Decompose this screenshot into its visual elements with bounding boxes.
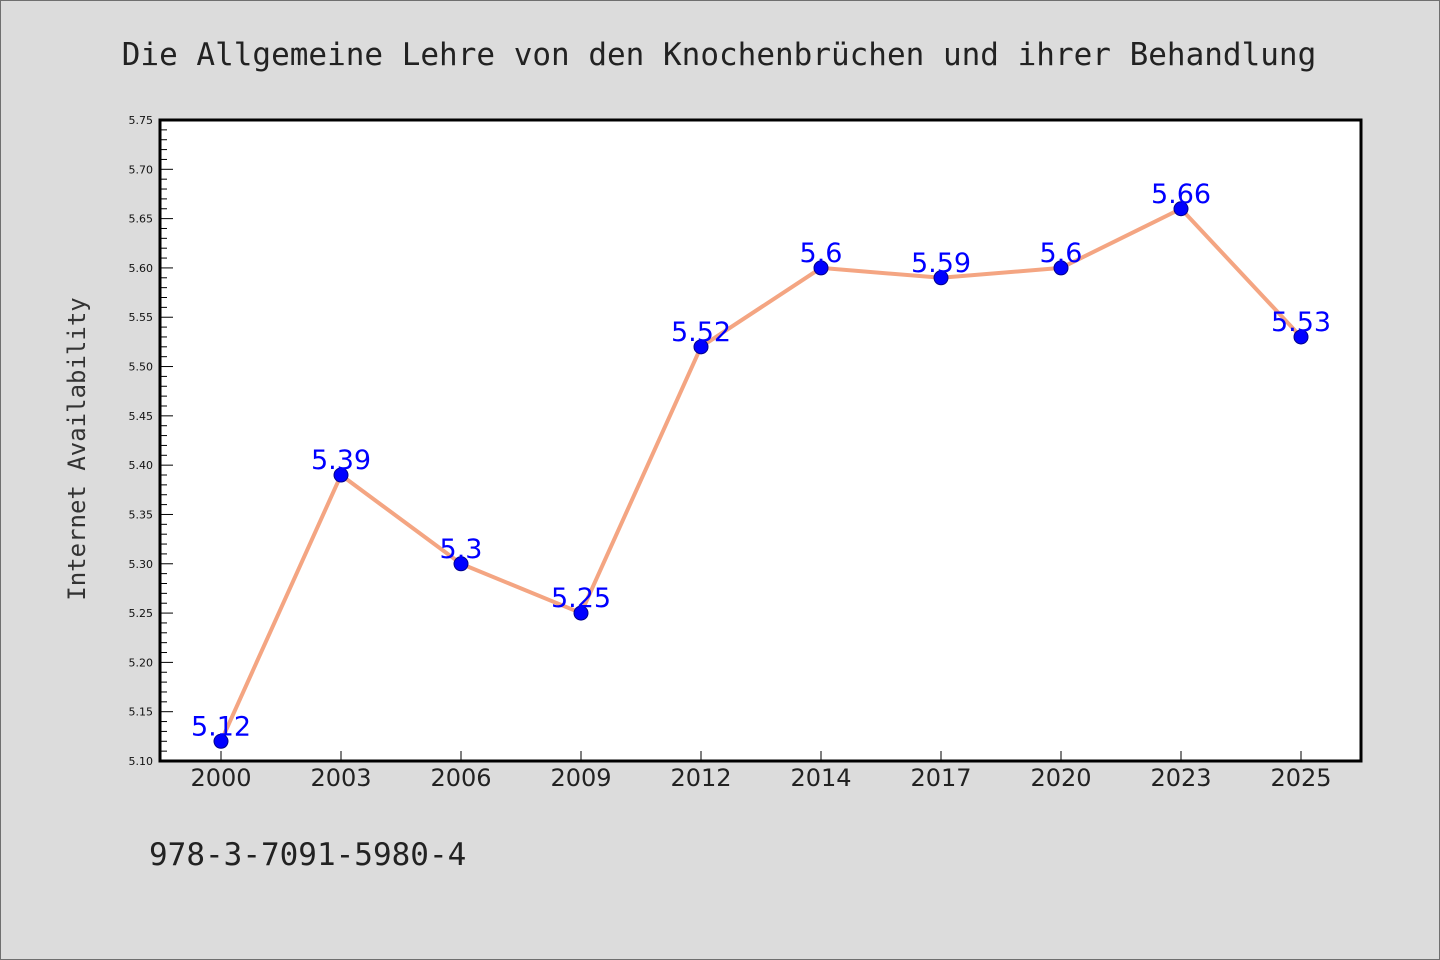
plot-frame <box>158 118 1363 763</box>
data-point-marker <box>1293 329 1309 345</box>
x-tick-label: 2006 <box>430 764 491 792</box>
x-tick-label: 2023 <box>1150 764 1211 792</box>
x-axis-ticks: 2000 2003 2006 2009 2012 2014 2017 2020 2023 2025 <box>190 751 1332 792</box>
y-axis-label: Internet Availability <box>63 297 91 600</box>
data-labels: 5.12 5.39 5.3 5.25 5.52 5.6 5.59 5.6 5.66 5.53 <box>191 179 1331 743</box>
y-tick-label: 5.15 <box>129 706 154 719</box>
x-tick-label: 2020 <box>1030 764 1091 792</box>
isbn-text: 978-3-7091-5980-4 <box>149 837 466 873</box>
x-tick-label: 2012 <box>670 764 731 792</box>
x-tick-label: 2009 <box>550 764 611 792</box>
data-point-marker <box>213 733 229 749</box>
data-point-marker <box>333 467 349 483</box>
y-tick-label: 5.25 <box>129 607 154 620</box>
data-point-label: 5.3 <box>440 534 483 565</box>
y-tick-label: 5.45 <box>129 410 154 423</box>
y-axis-ticks: 5.10 5.15 5.20 5.25 5.30 5.35 5.40 5.45 5.50 5.55… <box>129 114 173 768</box>
data-point-label: 5.59 <box>911 248 971 279</box>
y-tick-label: 5.65 <box>129 213 154 226</box>
data-point-marker <box>1053 260 1069 276</box>
data-point-label: 5.39 <box>311 445 371 476</box>
series-markers <box>213 201 1309 749</box>
x-tick-label: 2014 <box>790 764 851 792</box>
x-tick-label: 2017 <box>910 764 971 792</box>
plot-area <box>160 120 1361 761</box>
y-tick-label: 5.40 <box>129 459 154 472</box>
y-tick-label: 5.75 <box>129 114 154 127</box>
data-point-marker <box>693 339 709 355</box>
data-point-label: 5.12 <box>191 711 251 742</box>
data-point-label: 5.52 <box>671 317 731 348</box>
y-tick-label: 5.10 <box>129 755 154 768</box>
y-tick-label: 5.35 <box>129 508 154 521</box>
data-point-marker <box>1173 201 1189 217</box>
data-point-marker <box>933 270 949 286</box>
y-tick-label: 5.60 <box>129 262 154 275</box>
data-point-marker <box>573 605 589 621</box>
y-tick-label: 5.20 <box>129 656 154 669</box>
data-point-marker <box>813 260 829 276</box>
y-tick-label: 5.30 <box>129 558 154 571</box>
data-point-label: 5.6 <box>800 238 843 269</box>
x-tick-label: 2000 <box>190 764 251 792</box>
x-tick-label: 2025 <box>1270 764 1331 792</box>
y-tick-label: 5.55 <box>129 311 154 324</box>
data-point-label: 5.66 <box>1151 179 1211 210</box>
data-point-label: 5.25 <box>551 583 611 614</box>
y-tick-label: 5.70 <box>129 163 154 176</box>
series-line <box>219 206 1303 743</box>
data-point-marker <box>453 556 469 572</box>
chart-title: Die Allgemeine Lehre von den Knochenbrüc… <box>122 37 1316 73</box>
data-point-label: 5.53 <box>1271 307 1331 338</box>
data-point-label: 5.6 <box>1040 238 1083 269</box>
x-tick-label: 2003 <box>310 764 371 792</box>
y-tick-label: 5.50 <box>129 361 154 374</box>
